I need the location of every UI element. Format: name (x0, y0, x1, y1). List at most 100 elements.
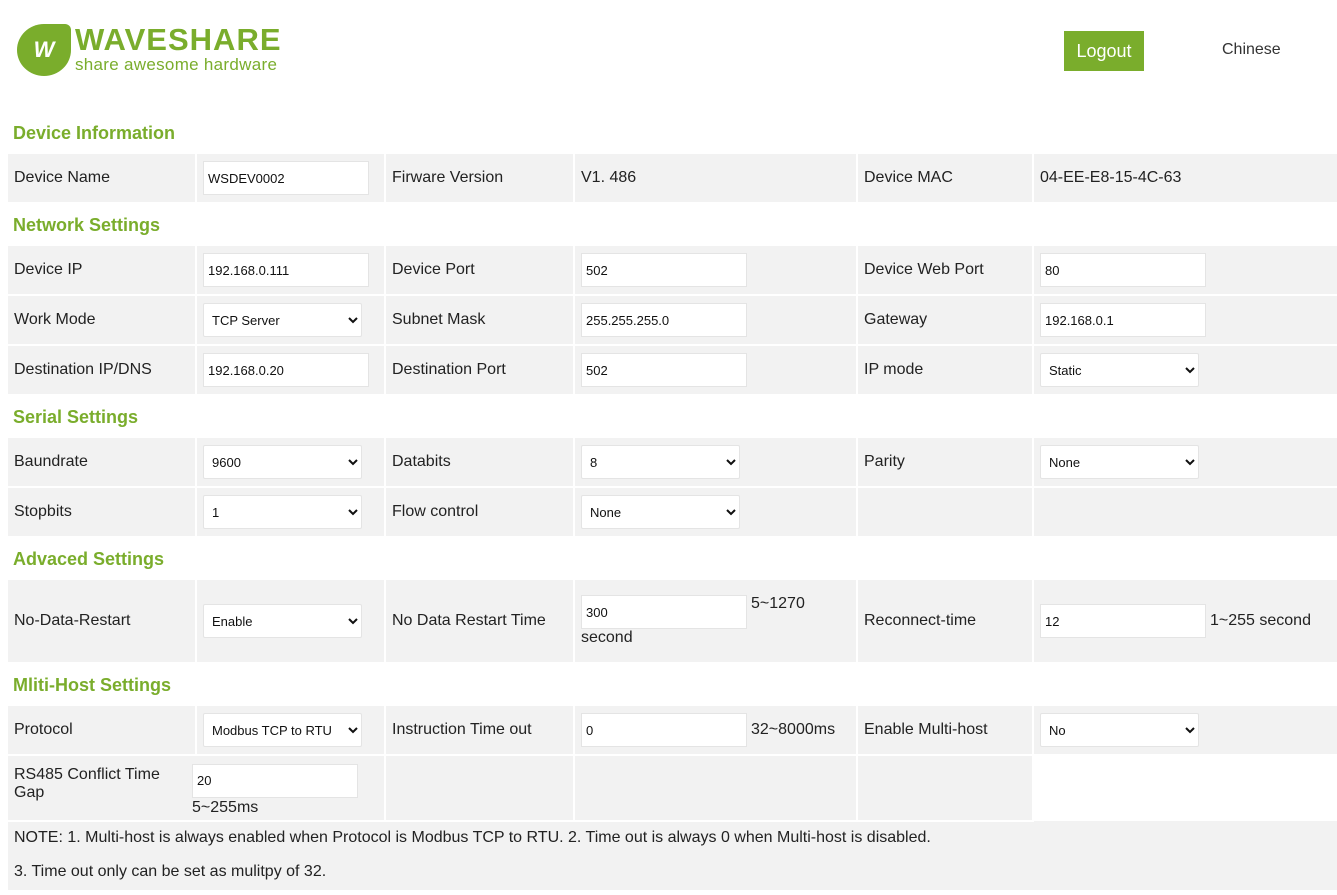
no-data-restart-time-hint-unit: second (581, 629, 633, 646)
device-ip-label: Device IP (14, 261, 83, 278)
parity-select[interactable]: None (1040, 445, 1199, 479)
reconnect-time-hint: 1~255 second (1210, 612, 1311, 630)
stopbits-label: Stopbits (14, 503, 72, 520)
gateway-input[interactable] (1040, 303, 1206, 337)
settings-cell (195, 152, 386, 204)
note-text-1: NOTE: 1. Multi-host is always enabled wh… (5, 821, 1337, 854)
section-heading: Network Settings (7, 203, 1337, 245)
note-row: 3. Time out only can be set as mulitpy o… (5, 854, 1337, 890)
enable-multi-host-label: Enable Multi-host (864, 721, 988, 738)
section-heading: Advaced Settings (7, 537, 1337, 579)
settings-row: Destination IP/DNS Destination Port IP mod… (6, 344, 1337, 396)
settings-cell: Parity (856, 436, 1034, 488)
settings-cell: Baundrate (6, 436, 197, 488)
settings-cell: Device IP (6, 244, 197, 296)
destination-ip-dns-label: Destination IP/DNS (14, 361, 152, 378)
subnet-mask-input[interactable] (581, 303, 747, 337)
protocol-select[interactable]: Modbus TCP to RTU (203, 713, 362, 747)
gateway-label: Gateway (864, 311, 928, 328)
parity-label: Parity (864, 453, 905, 470)
enable-multi-host-select[interactable]: No (1040, 713, 1199, 747)
settings-cell: 04-EE-E8-15-4C-63 (1031, 152, 1337, 204)
settings-cell: V1. 486 (573, 152, 858, 204)
databits-label: Databits (392, 453, 451, 470)
settings-table: Device Information Device Name Firware Ver… (5, 112, 1337, 890)
device-mac-value: 04-EE-E8-15-4C-63 (1040, 169, 1182, 186)
section-heading: Serial Settings (7, 395, 1337, 437)
ip-mode-label: IP mode (864, 361, 924, 378)
device-port-label: Device Port (392, 261, 475, 278)
settings-cell: No-Data-Restart (6, 578, 197, 664)
settings-cell: Firware Version (384, 152, 575, 204)
settings-cell: Flow control (384, 486, 575, 538)
device-port-input[interactable] (581, 253, 747, 287)
firware-version-value: V1. 486 (581, 169, 637, 186)
no-data-restart-time-input[interactable] (581, 595, 747, 629)
rs485-conflict-time-gap-hint: 5~255ms (192, 798, 259, 816)
settings-cell: Instruction Time out (384, 704, 575, 756)
instruction-time-out-input[interactable] (581, 713, 747, 747)
destination-port-input[interactable] (581, 353, 747, 387)
destination-ip-dns-input[interactable] (203, 353, 369, 387)
settings-row: Stopbits 1 Flow control None (6, 486, 1337, 538)
settings-cell: Gateway (856, 294, 1034, 346)
databits-select[interactable]: 8 (581, 445, 740, 479)
device-web-port-input[interactable] (1040, 253, 1206, 287)
baundrate-select[interactable]: 9600 (203, 445, 362, 479)
settings-cell: Enable (195, 578, 386, 664)
subnet-mask-label: Subnet Mask (392, 311, 486, 328)
settings-row: RS485 Conflict Time Gap 5~255ms (6, 754, 1337, 822)
stopbits-select[interactable]: 1 (203, 495, 362, 529)
settings-cell: Device MAC (856, 152, 1034, 204)
logo-tagline: share awesome hardware (75, 55, 278, 74)
settings-cell: Protocol (6, 704, 197, 756)
settings-cell: Modbus TCP to RTU (195, 704, 386, 756)
destination-port-label: Destination Port (392, 361, 506, 378)
settings-cell: 1~255 second (1031, 578, 1337, 664)
settings-cell: IP mode (856, 344, 1034, 396)
settings-cell: None (573, 486, 858, 538)
settings-row: Baundrate 9600 Databits 8 Parity None (6, 436, 1337, 488)
instruction-time-out-label: Instruction Time out (392, 721, 532, 738)
no-data-restart-select[interactable]: Enable (203, 604, 362, 638)
settings-cell: 5~1270 second (573, 578, 858, 664)
settings-row: Protocol Modbus TCP to RTU Instruction Tim… (6, 704, 1337, 756)
logout-button[interactable]: Logout (1064, 31, 1144, 71)
settings-row: Device Name Firware Version V1. 486 Device … (6, 152, 1337, 204)
waveshare-logo: W WAVESHARE share awesome hardware (17, 24, 282, 76)
instruction-time-out-hint: 32~8000ms (751, 721, 836, 739)
settings-cell: No (1031, 704, 1337, 756)
no-data-restart-label: No-Data-Restart (14, 612, 131, 629)
settings-cell: 8 (573, 436, 858, 488)
reconnect-time-input[interactable] (1040, 604, 1206, 638)
settings-cell (1031, 294, 1337, 346)
settings-cell: Device Port (384, 244, 575, 296)
settings-cell: Destination IP/DNS (6, 344, 197, 396)
settings-cell: Destination Port (384, 344, 575, 396)
settings-cell: TCP Server (195, 294, 386, 346)
rs485-conflict-time-gap-input[interactable] (192, 763, 358, 798)
settings-cell: Enable Multi-host (856, 704, 1034, 756)
settings-cell: Device Name (6, 152, 197, 204)
device-ip-input[interactable] (203, 253, 369, 287)
settings-cell: Reconnect-time (856, 578, 1034, 664)
logo-title: WAVESHARE (75, 22, 282, 57)
device-name-input[interactable] (203, 161, 369, 195)
work-mode-select[interactable]: TCP Server (203, 303, 362, 337)
settings-cell: 1 (195, 486, 386, 538)
section-heading: Device Information (7, 112, 1337, 153)
settings-cell: Databits (384, 436, 575, 488)
note-row: NOTE: 1. Multi-host is always enabled wh… (5, 821, 1337, 854)
settings-cell (1031, 244, 1337, 296)
settings-cell: 32~8000ms (573, 704, 858, 756)
settings-cell: 9600 (195, 436, 386, 488)
flow-control-select[interactable]: None (581, 495, 740, 529)
language-link-chinese[interactable]: Chinese (1222, 41, 1281, 58)
settings-cell: Static (1031, 344, 1337, 396)
settings-cell (856, 486, 1034, 538)
settings-cell (195, 244, 386, 296)
work-mode-label: Work Mode (14, 311, 96, 328)
device-mac-label: Device MAC (864, 169, 953, 186)
ip-mode-select[interactable]: Static (1040, 353, 1199, 387)
settings-row: Work Mode TCP Server Subnet Mask Gateway (6, 294, 1337, 346)
